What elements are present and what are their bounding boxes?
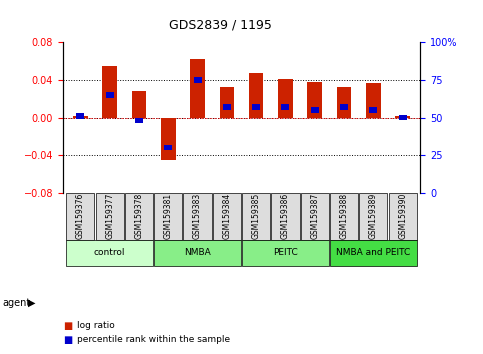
FancyBboxPatch shape bbox=[330, 193, 358, 240]
Bar bbox=[395, 116, 410, 118]
Text: GSM159383: GSM159383 bbox=[193, 193, 202, 239]
FancyBboxPatch shape bbox=[154, 240, 241, 266]
Bar bbox=[278, 79, 293, 118]
FancyBboxPatch shape bbox=[184, 193, 212, 240]
Bar bbox=[340, 104, 348, 110]
FancyBboxPatch shape bbox=[213, 193, 241, 240]
Bar bbox=[135, 118, 143, 124]
Text: GSM159378: GSM159378 bbox=[134, 193, 143, 239]
FancyBboxPatch shape bbox=[301, 193, 329, 240]
FancyBboxPatch shape bbox=[330, 240, 417, 266]
Bar bbox=[307, 82, 322, 118]
FancyBboxPatch shape bbox=[242, 240, 329, 266]
FancyBboxPatch shape bbox=[96, 193, 124, 240]
Bar bbox=[161, 118, 176, 160]
Text: GSM159387: GSM159387 bbox=[310, 193, 319, 239]
Text: log ratio: log ratio bbox=[77, 321, 115, 330]
FancyBboxPatch shape bbox=[154, 193, 182, 240]
Text: NMBA: NMBA bbox=[184, 248, 211, 257]
Bar bbox=[76, 113, 85, 119]
Text: NMBA and PEITC: NMBA and PEITC bbox=[336, 248, 411, 257]
Text: GDS2839 / 1195: GDS2839 / 1195 bbox=[169, 19, 272, 32]
FancyBboxPatch shape bbox=[388, 193, 417, 240]
Bar bbox=[223, 104, 231, 110]
Bar bbox=[106, 92, 114, 98]
Bar bbox=[337, 87, 351, 118]
FancyBboxPatch shape bbox=[359, 193, 387, 240]
Text: GSM159388: GSM159388 bbox=[340, 193, 349, 239]
Bar bbox=[73, 116, 88, 118]
Text: GSM159376: GSM159376 bbox=[76, 193, 85, 239]
Text: GSM159381: GSM159381 bbox=[164, 193, 173, 239]
Text: GSM159385: GSM159385 bbox=[252, 193, 261, 239]
Text: GSM159389: GSM159389 bbox=[369, 193, 378, 239]
Text: ■: ■ bbox=[63, 321, 72, 331]
FancyBboxPatch shape bbox=[242, 193, 270, 240]
Bar bbox=[132, 91, 146, 118]
Bar bbox=[398, 115, 407, 120]
Text: control: control bbox=[94, 248, 126, 257]
FancyBboxPatch shape bbox=[125, 193, 153, 240]
Bar bbox=[369, 107, 377, 113]
Bar bbox=[164, 145, 172, 150]
Text: PEITC: PEITC bbox=[273, 248, 298, 257]
Text: GSM159377: GSM159377 bbox=[105, 193, 114, 239]
Text: GSM159386: GSM159386 bbox=[281, 193, 290, 239]
Bar bbox=[102, 66, 117, 118]
Bar bbox=[190, 59, 205, 118]
Bar bbox=[366, 83, 381, 118]
Text: ■: ■ bbox=[63, 335, 72, 345]
Text: ▶: ▶ bbox=[28, 298, 36, 308]
FancyBboxPatch shape bbox=[271, 193, 299, 240]
Bar bbox=[282, 104, 289, 110]
Text: agent: agent bbox=[2, 298, 30, 308]
Text: GSM159390: GSM159390 bbox=[398, 193, 407, 239]
FancyBboxPatch shape bbox=[66, 240, 153, 266]
Bar bbox=[311, 107, 319, 113]
Bar bbox=[249, 73, 263, 118]
Bar bbox=[194, 77, 201, 83]
Bar bbox=[220, 87, 234, 118]
FancyBboxPatch shape bbox=[66, 193, 95, 240]
Text: GSM159384: GSM159384 bbox=[222, 193, 231, 239]
Text: percentile rank within the sample: percentile rank within the sample bbox=[77, 335, 230, 344]
Bar bbox=[252, 104, 260, 110]
